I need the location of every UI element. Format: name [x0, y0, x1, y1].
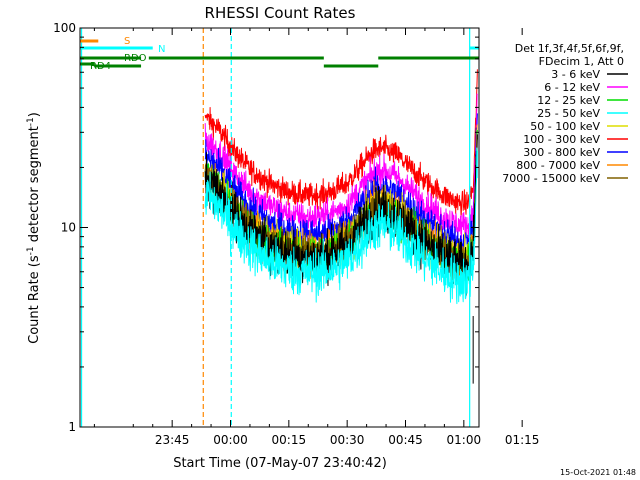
legend-label-7: 300 - 800 keV	[523, 146, 600, 159]
plot-timestamp: 15-Oct-2021 01:48	[560, 468, 636, 477]
legend-label-1: 3 - 6 keV	[551, 68, 600, 81]
x-tick-label-5: 00:45	[388, 433, 423, 447]
legend: Det 1f,3f,4f,5f,6f,9f,FDecim 1, Att 03 -…	[502, 42, 628, 185]
flag-label-rdo: RDO	[124, 53, 147, 64]
series-layer	[204, 69, 478, 384]
x-tick-label-2: 00:00	[213, 433, 248, 447]
y-axis-label-sup2: -1	[26, 117, 36, 126]
legend-label-3: 12 - 25 keV	[537, 94, 600, 107]
x-tick-label-3: 00:15	[272, 433, 307, 447]
y-tick-label-2: 10	[61, 221, 76, 235]
y-tick-label-1: 1	[68, 420, 76, 434]
y-axis-label: Count Rate (s-1 detector segment-1)	[26, 112, 42, 344]
legend-label-2: 6 - 12 keV	[544, 81, 600, 94]
y-axis-label-start: Count Rate (s	[27, 255, 42, 344]
x-axis-label: Start Time (07-May-07 23:40:42)	[173, 456, 387, 471]
x-tick-label-4: 00:30	[330, 433, 365, 447]
legend-label-5: 50 - 100 keV	[530, 120, 600, 133]
legend-header-line-1: Det 1f,3f,4f,5f,6f,9f,	[515, 42, 624, 55]
legend-label-6: 100 - 300 keV	[523, 133, 600, 146]
x-tick-label-1: 23:45	[155, 433, 190, 447]
flag-label-s: S	[124, 36, 130, 47]
flag-bars: S N RDO RD4	[80, 36, 479, 72]
y-axis-label-end: )	[27, 112, 42, 117]
legend-label-9: 7000 - 15000 keV	[502, 172, 600, 185]
chart-title: RHESSI Count Rates	[205, 4, 356, 22]
flag-label-n: N	[158, 44, 165, 55]
y-axis-label-sup1: -1	[26, 246, 36, 255]
legend-label-8: 800 - 7000 keV	[516, 159, 600, 172]
y-tick-label-3: 100	[53, 21, 76, 35]
series-line-4	[204, 147, 478, 305]
y-axis-label-mid: detector segment	[27, 126, 42, 246]
legend-header-line-2: FDecim 1, Att 0	[539, 55, 624, 68]
series-line-6	[204, 69, 478, 218]
flag-label-rd4: RD4	[90, 61, 111, 72]
x-tick-label-7: 01:15	[505, 433, 540, 447]
axes: 23:45 00:00 00:15 00:30 00:45 01:00 01:15 1 10 10…	[53, 21, 539, 447]
legend-label-4: 25 - 50 keV	[537, 107, 600, 120]
x-tick-label-6: 01:00	[447, 433, 482, 447]
